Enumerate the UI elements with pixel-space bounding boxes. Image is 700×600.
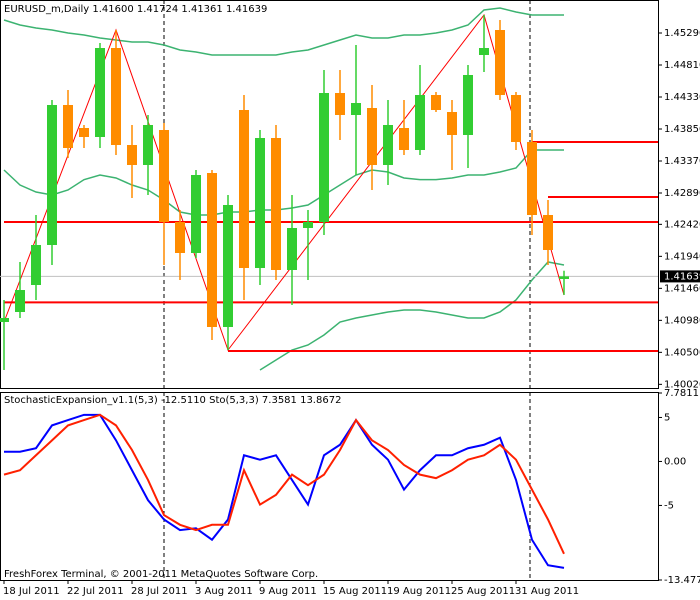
y-tick-label: 1.40500 bbox=[664, 347, 700, 358]
candle-body bbox=[127, 145, 137, 165]
y-tick-label: 1.43850 bbox=[664, 124, 700, 135]
candle-body bbox=[79, 128, 89, 137]
candle-body bbox=[447, 112, 457, 135]
main-frame bbox=[0, 0, 659, 389]
x-tick-label: 18 Jul 2011 bbox=[3, 586, 60, 597]
current-price-box bbox=[660, 270, 700, 283]
candle-body bbox=[367, 108, 377, 165]
y-tick-label: 1.40980 bbox=[664, 315, 700, 326]
x-tick-label: 15 Aug 2011 bbox=[323, 586, 387, 597]
y-tick-label: 1.44330 bbox=[664, 92, 700, 103]
candle-body bbox=[111, 48, 121, 145]
candle-body bbox=[303, 222, 313, 228]
x-tick-label: 25 Aug 2011 bbox=[451, 586, 515, 597]
y-tick-label: 1.44810 bbox=[664, 60, 700, 71]
candle-body bbox=[383, 125, 393, 165]
indicator-panel bbox=[3, 413, 565, 569]
candle-body bbox=[159, 130, 169, 222]
candle-body bbox=[511, 95, 521, 142]
x-tick-label: 31 Aug 2011 bbox=[515, 586, 579, 597]
y-tick-label: -13.4773 bbox=[664, 575, 700, 586]
candle-body bbox=[143, 125, 153, 165]
candle-body bbox=[271, 138, 281, 270]
y-tick-label: 1.43370 bbox=[664, 156, 700, 167]
candle-body bbox=[95, 48, 105, 137]
candle-body bbox=[175, 222, 185, 253]
candle-body bbox=[239, 110, 249, 268]
candle-body bbox=[527, 142, 537, 215]
axes: 1.45290 1.44810 1.44330 1.43850 1.43370 1.428… bbox=[3, 28, 700, 597]
candle-body bbox=[431, 95, 441, 110]
candle-body bbox=[463, 75, 473, 135]
y-tick-label: 1.45290 bbox=[664, 28, 700, 39]
candle-body bbox=[223, 205, 233, 327]
sub-frame bbox=[0, 392, 659, 581]
candle-body bbox=[15, 290, 25, 312]
y-tick-label: 1.41460 bbox=[664, 283, 700, 294]
y-tick-label: 1.41940 bbox=[664, 251, 700, 262]
candle-body bbox=[351, 103, 361, 115]
y-tick-label: 1.40020 bbox=[664, 379, 700, 390]
candle-body bbox=[287, 228, 297, 270]
x-tick-label: 28 Jul 2011 bbox=[131, 586, 188, 597]
candle-body bbox=[255, 138, 265, 268]
y-tick-label: 7.7811 bbox=[664, 388, 699, 399]
y-tick-label: 0.00 bbox=[664, 456, 686, 467]
candle-body bbox=[191, 175, 201, 253]
y-tick-label: 5 bbox=[664, 412, 670, 423]
x-tick-label: 9 Aug 2011 bbox=[259, 586, 317, 597]
candle-body bbox=[335, 93, 345, 115]
indicator-title: StochasticExpansion_v1.1(5,3) -12.5110 S… bbox=[4, 395, 341, 406]
candle-body bbox=[207, 173, 217, 327]
candle-body bbox=[415, 95, 425, 150]
candle-body bbox=[543, 215, 553, 250]
candle-body bbox=[31, 245, 41, 285]
candle-body bbox=[399, 128, 409, 150]
x-tick-label: 22 Jul 2011 bbox=[67, 586, 124, 597]
x-tick-label: 3 Aug 2011 bbox=[195, 586, 253, 597]
x-tick-label: 19 Aug 2011 bbox=[387, 586, 451, 597]
chart-title: EURUSD_m,Daily 1.41600 1.41724 1.41361 1… bbox=[4, 4, 267, 15]
candle-body bbox=[319, 93, 329, 222]
candle-body bbox=[559, 276, 569, 279]
candle-body bbox=[495, 30, 505, 95]
y-tick-label: 1.42890 bbox=[664, 188, 700, 199]
candle-body bbox=[479, 48, 489, 55]
price-panel bbox=[0, 7, 658, 371]
y-tick-label: -5 bbox=[664, 500, 674, 511]
band-line bbox=[3, 7, 564, 56]
candle-body bbox=[63, 105, 73, 148]
candle-body bbox=[0, 318, 9, 322]
y-tick-label: 1.42420 bbox=[664, 219, 700, 230]
indicator-line bbox=[3, 413, 565, 555]
candle-body bbox=[47, 105, 57, 245]
band-line bbox=[3, 149, 564, 216]
current-price-label: 1.41639 bbox=[664, 271, 700, 282]
footer: FreshForex Terminal, © 2001-2011 MetaQuo… bbox=[4, 569, 318, 580]
